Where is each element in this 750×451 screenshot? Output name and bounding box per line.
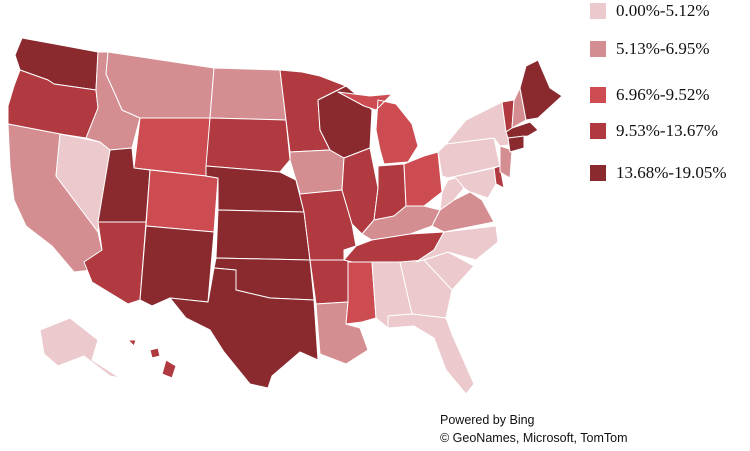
legend-label-5: 13.68%-19.05%: [616, 163, 727, 182]
state-mi: [337, 91, 419, 165]
us-choropleth-map: [7, 37, 563, 395]
state-ne: [205, 165, 305, 213]
state-sd: [205, 117, 291, 173]
state-nc: [415, 225, 499, 263]
attribution-copyright: © GeoNames, Microsoft, TomTom: [440, 431, 628, 445]
state-de: [493, 165, 505, 189]
state-nj: [499, 145, 513, 179]
state-mo: [295, 179, 357, 261]
legend-swatch-4: [590, 123, 606, 139]
state-ar: [309, 259, 353, 305]
state-hi: [127, 339, 177, 379]
legend-item-3: 6.96%-9.52%: [590, 84, 709, 106]
state-tx: [169, 267, 319, 389]
legend-swatch-5: [590, 165, 606, 181]
legend-label-1: 0.00%-5.12%: [616, 1, 710, 20]
state-nd: [209, 67, 287, 121]
state-ms: [345, 261, 377, 325]
state-ct: [507, 135, 525, 153]
legend-swatch-3: [590, 87, 606, 103]
legend-item-4: 9.53%-13.67%: [590, 120, 718, 142]
state-me: [519, 59, 563, 121]
attribution-powered-by: Powered by Bing: [440, 413, 535, 427]
legend-label-3: 6.96%-9.52%: [616, 85, 710, 104]
legend-swatch-1: [590, 3, 606, 19]
state-mt: [105, 51, 215, 119]
legend-item-5: 13.68%-19.05%: [590, 162, 726, 184]
legend-label-2: 5.13%-6.95%: [616, 39, 710, 58]
legend-item-1: 0.00%-5.12%: [590, 0, 709, 22]
legend-item-2: 5.13%-6.95%: [590, 38, 709, 60]
state-wy: [133, 117, 211, 177]
state-fl: [387, 313, 475, 395]
legend-label-4: 9.53%-13.67%: [616, 121, 718, 140]
legend-swatch-2: [590, 41, 606, 57]
state-ks: [215, 209, 311, 261]
state-ak: [39, 317, 121, 379]
state-co: [145, 169, 219, 233]
state-nm: [139, 225, 215, 307]
